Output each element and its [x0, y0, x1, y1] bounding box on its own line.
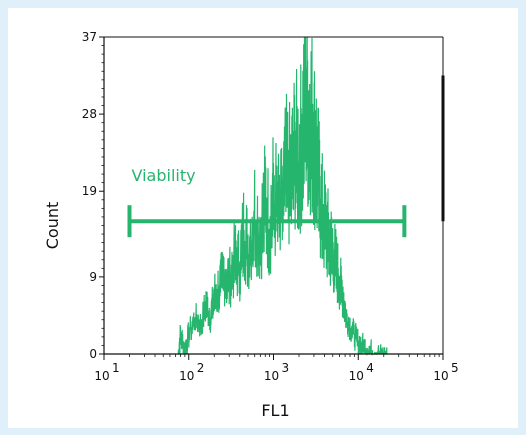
x-tick-label: 10	[179, 369, 194, 383]
x-tick-label: 10	[94, 369, 109, 383]
x-tick-exponent: 5	[451, 361, 459, 375]
y-tick-label: 19	[82, 184, 97, 198]
y-tick-label: 0	[89, 347, 97, 361]
y-tick-label: 28	[82, 107, 97, 121]
x-tick-label: 10	[349, 369, 364, 383]
y-tick-label: 37	[82, 30, 97, 44]
gate-label: Viability	[132, 166, 196, 185]
x-tick-exponent: 4	[366, 361, 374, 375]
x-axis-title: FL1	[261, 401, 289, 420]
x-tick-exponent: 1	[112, 361, 120, 375]
x-tick-label: 10	[264, 369, 279, 383]
y-tick-label: 9	[89, 270, 97, 284]
viability-gate[interactable]: Viability	[127, 166, 407, 238]
y-axis-title: Count	[43, 202, 62, 250]
x-tick-exponent: 2	[197, 361, 205, 375]
chart-panel: Viability 0 9 19 28 37 10 1 10 2 10 3 10 4 10 5 Count …	[8, 8, 518, 428]
x-tick-exponent: 3	[282, 361, 290, 375]
histogram-trace	[177, 36, 388, 357]
x-tick-label: 10	[433, 369, 448, 383]
plot-area	[177, 36, 388, 357]
